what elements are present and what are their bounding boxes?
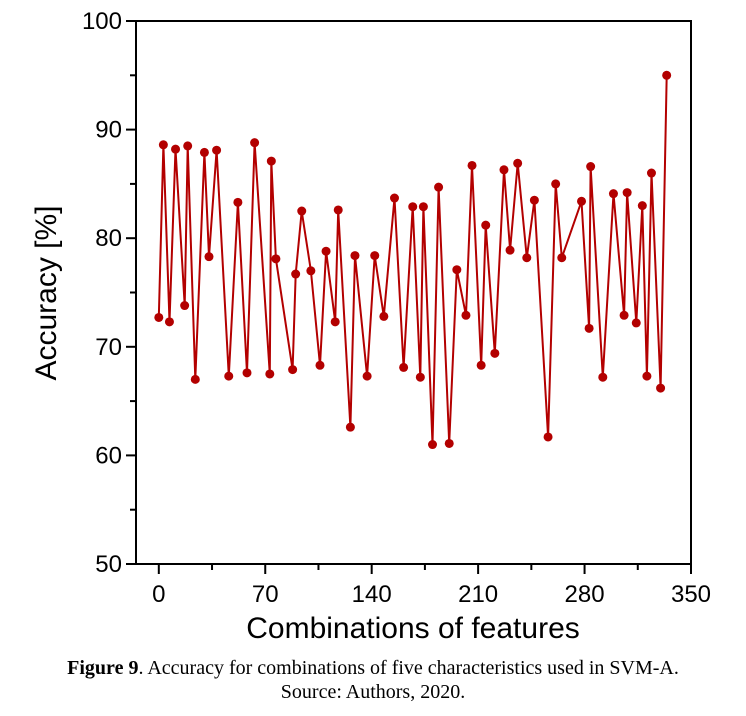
data-point <box>505 245 515 255</box>
y-tick-label: 70 <box>95 334 122 361</box>
x-tick-label: 70 <box>252 581 279 608</box>
data-point <box>362 371 372 381</box>
figure-text: . Accuracy for combinations of five char… <box>138 657 679 679</box>
y-axis: 50 60 70 80 90 100 <box>82 8 136 578</box>
data-point <box>389 193 399 203</box>
data-point <box>408 202 418 212</box>
data-point <box>321 246 331 256</box>
data-point <box>584 323 594 333</box>
data-point <box>656 383 666 393</box>
y-tick-label: 80 <box>95 225 122 252</box>
data-point <box>452 265 462 275</box>
data-point <box>250 138 260 148</box>
data-point <box>622 188 632 198</box>
data-point <box>266 156 276 166</box>
data-point <box>476 360 486 370</box>
data-point <box>288 365 298 375</box>
y-tick-label: 50 <box>95 551 122 578</box>
figure-label: Figure 9 <box>67 657 139 679</box>
y-tick-label: 60 <box>95 442 122 469</box>
data-point <box>662 70 672 80</box>
data-point <box>513 158 523 168</box>
x-tick-label: 210 <box>458 581 498 608</box>
data-point <box>642 371 652 381</box>
series-line <box>157 75 668 446</box>
data-point <box>444 438 454 448</box>
data-point <box>522 253 532 263</box>
figure-caption: Figure 9. Accuracy for combinations of f… <box>0 656 746 680</box>
data-point <box>428 440 438 450</box>
data-point <box>164 317 174 327</box>
data-point <box>461 310 471 320</box>
data-point <box>333 205 343 215</box>
data-point <box>297 206 307 216</box>
data-point <box>418 202 428 212</box>
figure-source: Source: Authors, 2020. <box>280 681 466 703</box>
data-point <box>350 251 360 261</box>
data-point <box>399 362 409 372</box>
data-point <box>212 145 222 155</box>
x-axis: 0 70 140 210 280 350 <box>152 564 711 608</box>
data-point <box>646 168 656 178</box>
x-tick-label: 0 <box>152 581 165 608</box>
data-point <box>345 422 355 432</box>
data-point <box>434 182 444 192</box>
data-point <box>577 196 587 206</box>
data-point <box>490 348 500 358</box>
x-axis-label: Combinations of features <box>246 612 580 640</box>
data-point <box>224 371 234 381</box>
series-group <box>154 70 672 450</box>
data-point <box>557 253 567 263</box>
data-point <box>619 310 629 320</box>
data-point <box>154 312 164 322</box>
data-point <box>551 179 561 189</box>
data-point <box>415 372 425 382</box>
data-point <box>183 141 193 151</box>
data-point <box>608 189 618 199</box>
data-point <box>204 252 214 262</box>
data-point <box>271 254 281 264</box>
data-point <box>370 251 380 261</box>
data-point <box>543 432 553 442</box>
data-point <box>631 318 641 328</box>
x-tick-label: 140 <box>352 581 392 608</box>
data-point <box>379 311 389 321</box>
data-point <box>481 220 491 230</box>
data-point <box>265 369 275 379</box>
data-point <box>291 269 301 279</box>
data-point <box>598 372 608 382</box>
data-point <box>158 140 168 150</box>
data-point <box>637 201 647 211</box>
data-point <box>315 360 325 370</box>
data-point <box>306 266 316 276</box>
data-point <box>233 197 243 207</box>
data-point <box>499 165 509 175</box>
data-point <box>330 317 340 327</box>
data-point <box>180 301 190 311</box>
y-axis-label: Accuracy [%] <box>30 205 63 380</box>
data-point <box>242 368 252 378</box>
data-point <box>467 160 477 170</box>
y-tick-label: 90 <box>95 117 122 144</box>
data-point <box>529 195 539 205</box>
data-point <box>171 144 181 154</box>
data-point <box>199 147 209 157</box>
x-tick-label: 280 <box>565 581 605 608</box>
data-point <box>190 374 200 384</box>
data-point <box>586 162 596 172</box>
x-tick-label: 350 <box>671 581 711 608</box>
y-tick-label: 100 <box>82 8 122 35</box>
chart: 50 60 70 80 90 100 0 70 140 210 280 350 Accuracy [… <box>30 8 711 640</box>
